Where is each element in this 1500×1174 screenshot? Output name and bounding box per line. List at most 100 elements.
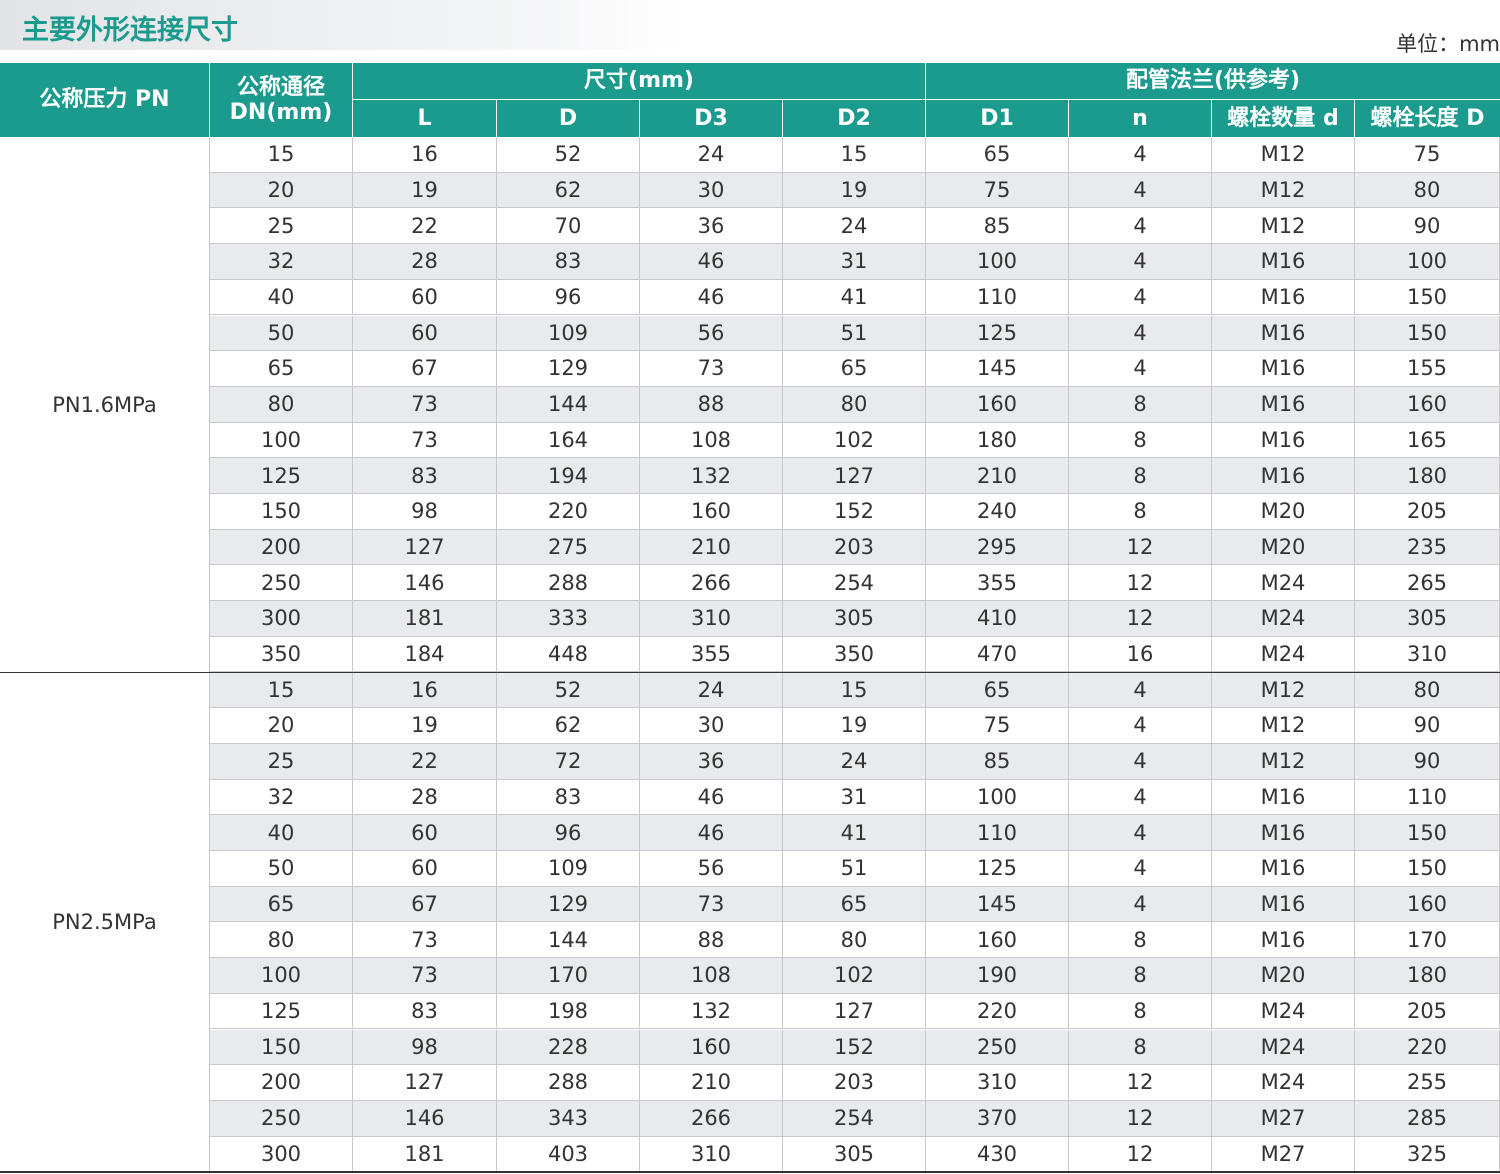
cell: 310 <box>1355 636 1500 673</box>
cell: 75 <box>1355 137 1500 173</box>
cell: 65 <box>926 672 1069 709</box>
cell: 73 <box>353 922 497 959</box>
cell: 266 <box>640 565 783 602</box>
cell: 200 <box>210 529 353 566</box>
cell: 305 <box>783 1136 926 1173</box>
cell: 288 <box>497 565 640 602</box>
cell: M12 <box>1212 672 1355 709</box>
cell: 184 <box>353 636 497 673</box>
cell: 108 <box>640 422 783 459</box>
cell: 65 <box>210 351 353 387</box>
cell: 4 <box>1069 172 1212 209</box>
cell: M12 <box>1212 208 1355 245</box>
cell: 220 <box>497 494 640 530</box>
cell: 4 <box>1069 279 1212 316</box>
cell: 16 <box>1069 636 1212 673</box>
cell: M12 <box>1212 172 1355 209</box>
cell: 60 <box>353 315 497 352</box>
header-cell: D2 <box>783 100 926 137</box>
cell: 8 <box>1069 1029 1212 1066</box>
cell: 19 <box>783 172 926 209</box>
cell: M20 <box>1212 494 1355 530</box>
cell: 295 <box>926 529 1069 566</box>
cell: 98 <box>353 494 497 530</box>
cell: 310 <box>640 601 783 637</box>
cell: 145 <box>926 886 1069 923</box>
cell: 220 <box>926 993 1069 1030</box>
cell: 144 <box>497 386 640 423</box>
cell: 210 <box>640 529 783 566</box>
cell: 110 <box>926 279 1069 316</box>
cell: M24 <box>1212 565 1355 602</box>
cell: 205 <box>1355 993 1500 1030</box>
cell: 15 <box>210 137 353 173</box>
cell: 180 <box>1355 458 1500 494</box>
cell: 72 <box>497 743 640 780</box>
cell: 12 <box>1069 1065 1212 1101</box>
cell: 146 <box>353 565 497 602</box>
cell: 4 <box>1069 672 1212 709</box>
cell: 4 <box>1069 815 1212 851</box>
cell: 24 <box>640 137 783 173</box>
cell: 100 <box>210 958 353 994</box>
cell: 370 <box>926 1100 1069 1137</box>
cell: M24 <box>1212 601 1355 637</box>
cell: 25 <box>210 743 353 780</box>
cell: M16 <box>1212 422 1355 459</box>
cell: 155 <box>1355 351 1500 387</box>
cell: 403 <box>497 1136 640 1173</box>
cell: 190 <box>926 958 1069 994</box>
cell: 65 <box>926 137 1069 173</box>
cell: 22 <box>353 208 497 245</box>
cell: 80 <box>783 386 926 423</box>
cell: 110 <box>926 815 1069 851</box>
cell: M16 <box>1212 922 1355 959</box>
cell: 333 <box>497 601 640 637</box>
cell: 4 <box>1069 886 1212 923</box>
cell: 181 <box>353 1136 497 1173</box>
cell: 65 <box>210 886 353 923</box>
cell: 160 <box>640 1029 783 1066</box>
cell: 73 <box>353 386 497 423</box>
cell: 36 <box>640 743 783 780</box>
cell: M24 <box>1212 636 1355 673</box>
cell: 80 <box>210 386 353 423</box>
cell: M12 <box>1212 708 1355 744</box>
cell: 80 <box>1355 672 1500 709</box>
cell: 46 <box>640 815 783 851</box>
cell: 8 <box>1069 458 1212 494</box>
cell: 8 <box>1069 494 1212 530</box>
cell: 24 <box>783 743 926 780</box>
cell: 67 <box>353 886 497 923</box>
cell: M16 <box>1212 886 1355 923</box>
cell: 31 <box>783 244 926 280</box>
cell: 355 <box>926 565 1069 602</box>
cell: 4 <box>1069 315 1212 352</box>
cell: 88 <box>640 386 783 423</box>
cell: 100 <box>210 422 353 459</box>
cell: 448 <box>497 636 640 673</box>
cell: 160 <box>640 494 783 530</box>
cell: 109 <box>497 315 640 352</box>
cell: M24 <box>1212 1065 1355 1101</box>
cell: 194 <box>497 458 640 494</box>
cell: 165 <box>1355 422 1500 459</box>
cell: 145 <box>926 351 1069 387</box>
cell: M20 <box>1212 958 1355 994</box>
cell: 73 <box>640 351 783 387</box>
cell: 160 <box>926 386 1069 423</box>
cell: 160 <box>1355 886 1500 923</box>
cell: 350 <box>783 636 926 673</box>
cell: 83 <box>353 458 497 494</box>
cell: 90 <box>1355 208 1500 245</box>
cell: 109 <box>497 851 640 887</box>
header-cell: D1 <box>926 100 1069 137</box>
header-cell: 配管法兰(供参考) <box>926 63 1500 100</box>
cell: 410 <box>926 601 1069 637</box>
cell: 15 <box>783 672 926 709</box>
cell: 75 <box>926 172 1069 209</box>
cell: M20 <box>1212 529 1355 566</box>
cell: 255 <box>1355 1065 1500 1101</box>
cell: 355 <box>640 636 783 673</box>
unit: 单位：mm <box>1396 32 1500 56</box>
